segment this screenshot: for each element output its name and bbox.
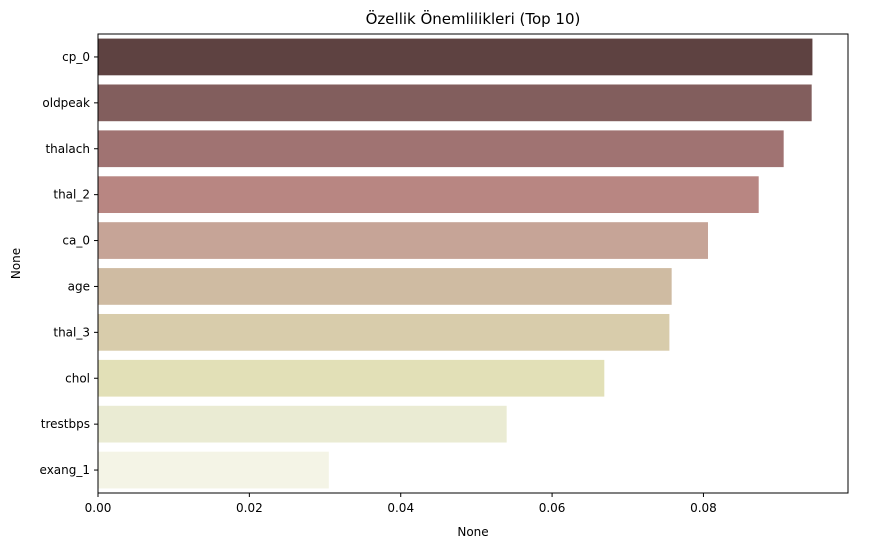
x-tick-label: 0.00: [85, 501, 112, 515]
chart-title: Özellik Önemlilikleri (Top 10): [366, 9, 581, 28]
y-tick-label: thal_3: [53, 325, 90, 339]
x-tick-label: 0.02: [236, 501, 263, 515]
bar-thal_2: [98, 176, 759, 214]
bar-chol: [98, 359, 605, 397]
x-tick-label: 0.04: [387, 501, 414, 515]
bar-trestbps: [98, 405, 507, 443]
bar-exang_1: [98, 451, 329, 489]
y-tick-label: ca_0: [62, 234, 90, 248]
bar-age: [98, 268, 672, 305]
x-tick-label: 0.06: [539, 501, 566, 515]
y-tick-label: age: [68, 279, 90, 293]
bar-cp_0: [98, 38, 813, 76]
x-tick-label: 0.08: [690, 501, 717, 515]
y-tick-label: cp_0: [62, 50, 90, 64]
bar-thalach: [98, 130, 784, 168]
y-tick-label: thal_2: [53, 188, 90, 202]
y-tick-label: oldpeak: [42, 96, 90, 110]
bar-oldpeak: [98, 84, 812, 122]
y-tick-label: thalach: [45, 142, 90, 156]
x-axis-ticks: 0.00 0.02 0.04 0.06 0.08: [85, 493, 717, 515]
bar-thal_3: [98, 313, 670, 351]
y-tick-label: exang_1: [40, 463, 90, 477]
bars-layer: [98, 38, 813, 489]
axes-frame: [97, 33, 849, 494]
y-tick-label: chol: [65, 371, 90, 385]
bar-ca_0: [98, 222, 708, 259]
x-axis-label: None: [457, 525, 488, 539]
y-tick-label: trestbps: [41, 417, 90, 431]
y-axis-label: None: [9, 248, 23, 279]
